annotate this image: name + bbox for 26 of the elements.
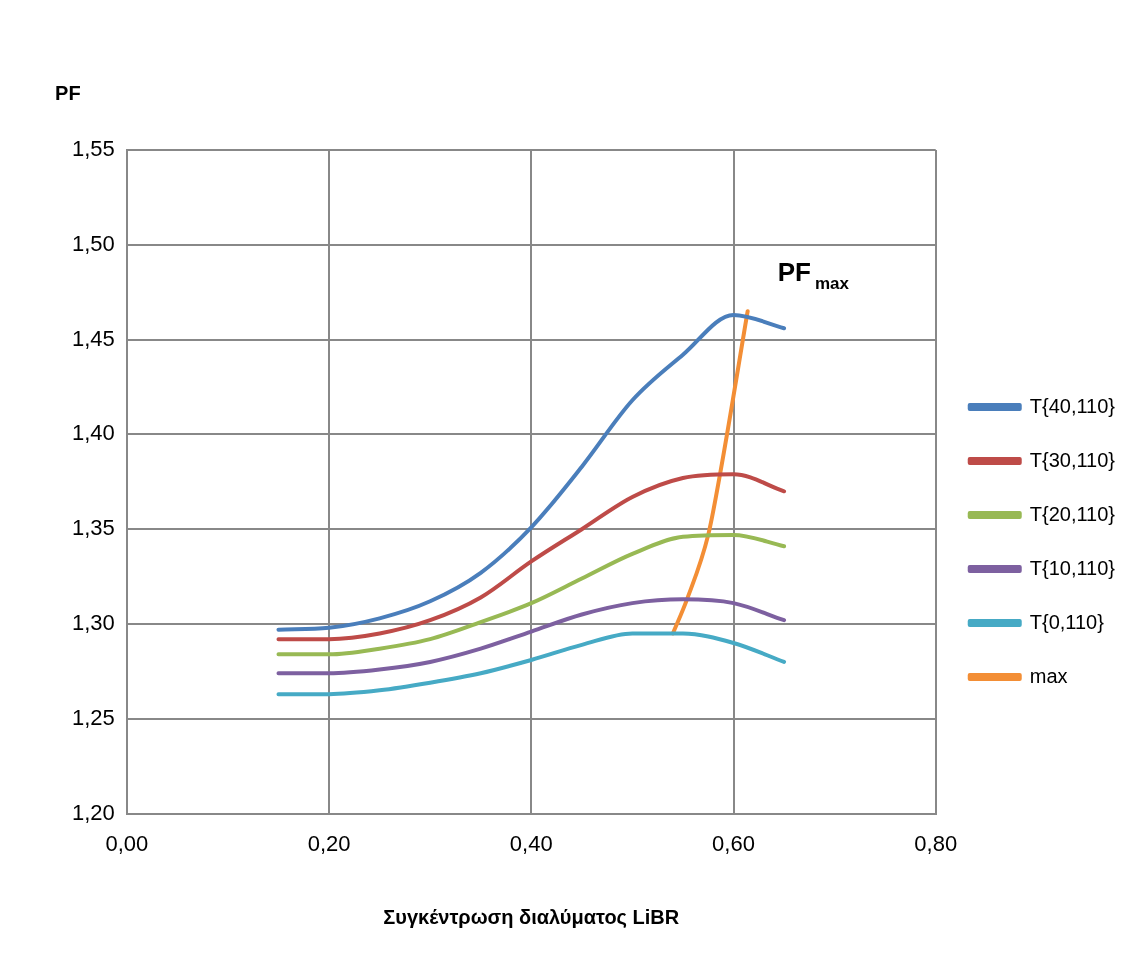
- x-tick-label: 0,20: [307, 830, 351, 856]
- x-tick-label: 0,40: [509, 830, 553, 856]
- line-series: [276, 631, 787, 697]
- y-tick-label: 1,25: [71, 704, 115, 730]
- x-tick-label: 0,00: [105, 830, 149, 856]
- legend-label: T{20,110}: [1029, 502, 1116, 525]
- line-series: [276, 472, 787, 642]
- legend-label: T{10,110}: [1029, 556, 1116, 579]
- y-axis-title: PF: [55, 82, 81, 104]
- x-tick-label: 0,60: [712, 830, 755, 856]
- y-tick-label: 1,55: [71, 136, 115, 162]
- y-tick-label: 1,30: [71, 610, 115, 636]
- line-series: [276, 312, 787, 632]
- legend-label: max: [1029, 664, 1068, 687]
- y-tick-label: 1,35: [71, 515, 115, 541]
- legend-label: T{30,110}: [1029, 448, 1116, 471]
- y-tick-label: 1,50: [71, 230, 115, 256]
- line-series: [276, 532, 787, 657]
- x-axis-title: Συγκέντρωση διαλύματος LiBR: [383, 905, 680, 928]
- y-tick-label: 1,45: [71, 325, 115, 351]
- x-tick-label: 0,80: [914, 830, 958, 856]
- legend-label: T{0,110}: [1029, 610, 1105, 633]
- legend-label: T{40,110}: [1029, 394, 1116, 417]
- y-tick-label: 1,20: [71, 799, 115, 825]
- line-series: [276, 597, 787, 676]
- y-tick-label: 1,40: [71, 420, 115, 446]
